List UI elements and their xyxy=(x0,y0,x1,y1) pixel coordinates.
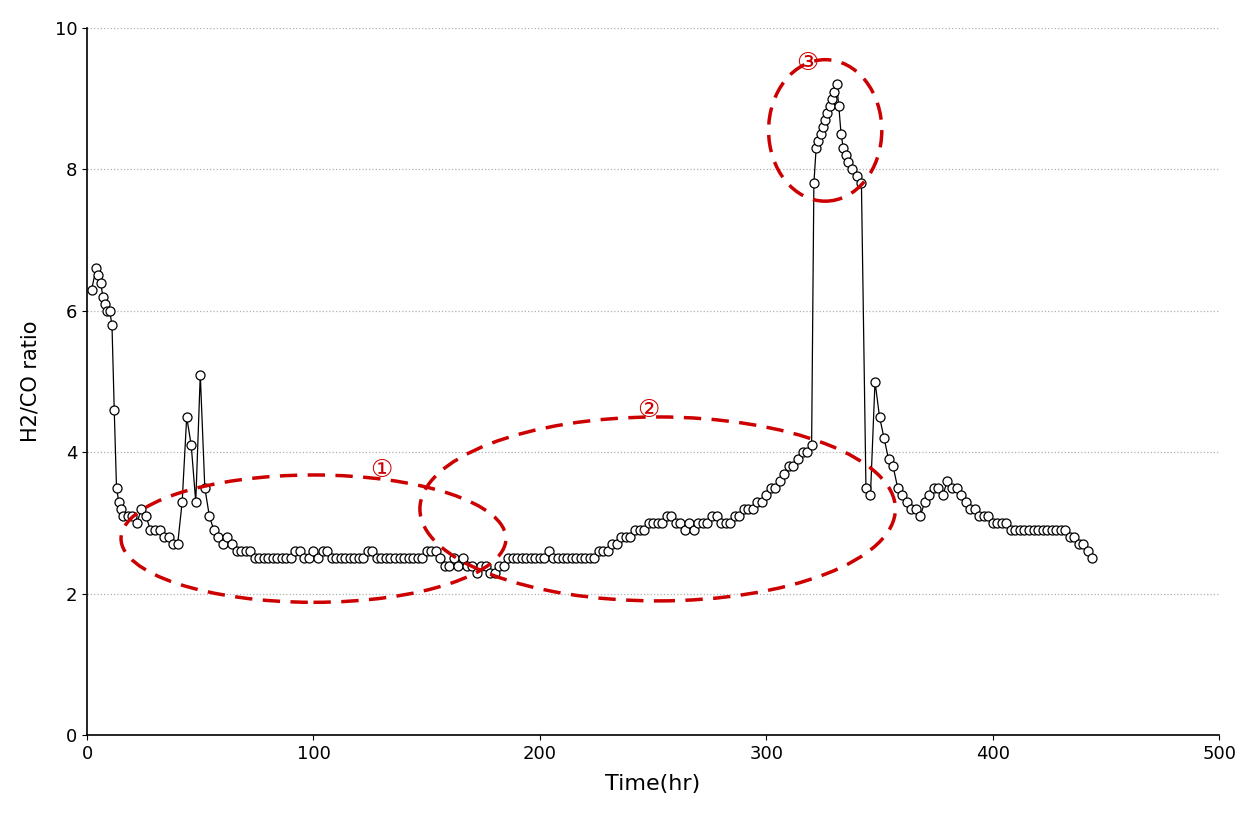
X-axis label: Time(hr): Time(hr) xyxy=(606,774,700,794)
Text: ③: ③ xyxy=(796,51,818,75)
Text: ②: ② xyxy=(637,398,660,422)
Y-axis label: H2/CO ratio: H2/CO ratio xyxy=(21,321,40,443)
Text: ①: ① xyxy=(371,458,392,482)
